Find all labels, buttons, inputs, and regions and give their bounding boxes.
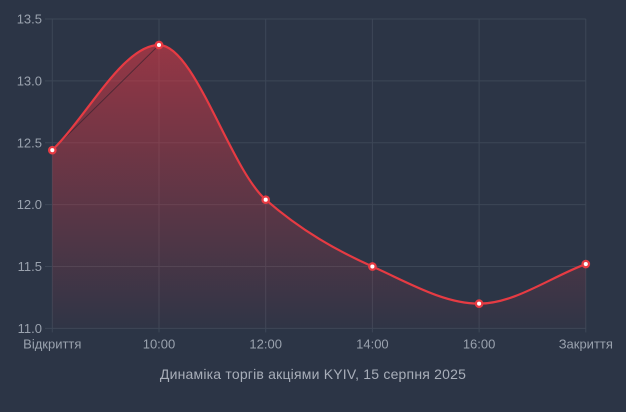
x-tick-label: 12:00 <box>249 336 282 351</box>
y-tick-label: 13.0 <box>17 73 42 88</box>
x-tick-label: 10:00 <box>143 336 176 351</box>
y-tick-label: 11.0 <box>18 321 42 336</box>
x-tick-label: 14:00 <box>356 336 389 351</box>
fill-chord-artifact <box>51 44 160 151</box>
y-tick-label: 13.5 <box>17 12 42 27</box>
x-tick-label: Відкриття <box>23 336 81 351</box>
y-tick-label: 12.5 <box>17 135 42 150</box>
data-point-marker <box>474 299 484 308</box>
y-tick-label: 11.5 <box>18 259 42 274</box>
price-chart-canvas: 11.0 11.5 12.0 12.5 13.0 13.5 Відкриття 10:00 12… <box>17 12 613 352</box>
data-point-marker <box>261 195 271 205</box>
data-point-marker <box>154 40 164 50</box>
x-tick-label: 16:00 <box>463 336 496 351</box>
data-point-marker <box>368 262 377 271</box>
data-point-marker <box>581 259 591 269</box>
data-point-marker <box>47 145 57 155</box>
x-tick-label: Закриття <box>559 336 613 351</box>
area-fill <box>52 44 586 329</box>
y-tick-label: 12.0 <box>17 197 42 212</box>
chart-title: Динаміка торгів акціями KYIV, 15 серпня … <box>159 366 467 382</box>
